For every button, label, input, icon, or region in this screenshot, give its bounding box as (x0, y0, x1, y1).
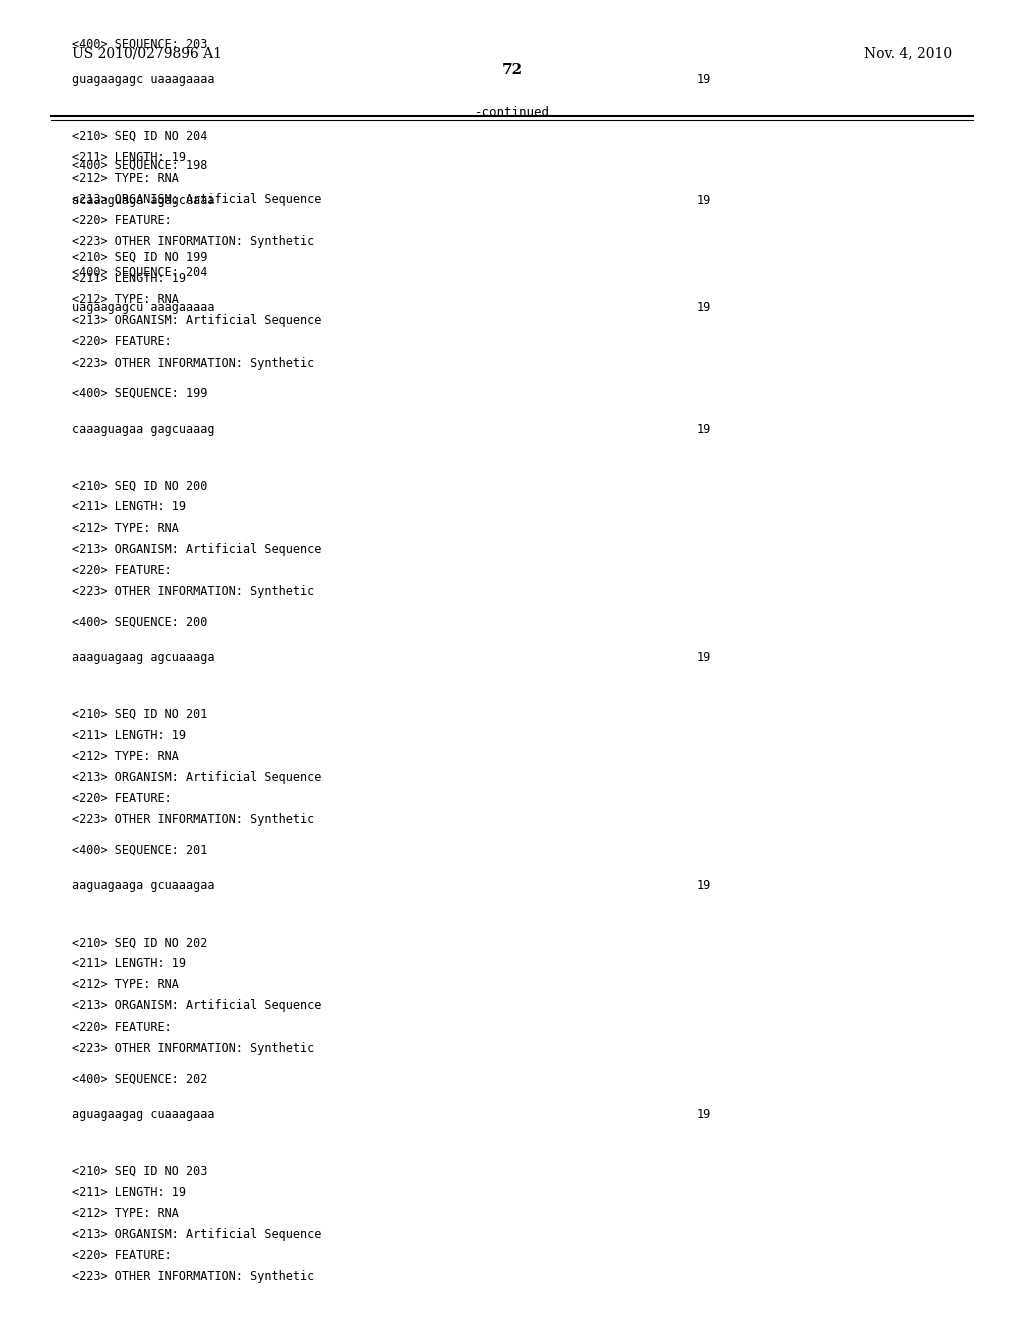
Text: acaaaguaga agagcuaaa: acaaaguaga agagcuaaa (72, 194, 214, 207)
Text: <400> SEQUENCE: 198: <400> SEQUENCE: 198 (72, 158, 207, 172)
Text: <400> SEQUENCE: 201: <400> SEQUENCE: 201 (72, 843, 207, 857)
Text: guagaagagc uaaagaaaa: guagaagagc uaaagaaaa (72, 73, 214, 86)
Text: <211> LENGTH: 19: <211> LENGTH: 19 (72, 272, 185, 285)
Text: aaguagaaga gcuaaagaa: aaguagaaga gcuaaagaa (72, 879, 214, 892)
Text: <400> SEQUENCE: 202: <400> SEQUENCE: 202 (72, 1072, 207, 1085)
Text: aaaguagaag agcuaaaga: aaaguagaag agcuaaaga (72, 651, 214, 664)
Text: uagaagagcu aaagaaaaa: uagaagagcu aaagaaaaa (72, 301, 214, 314)
Text: <223> OTHER INFORMATION: Synthetic: <223> OTHER INFORMATION: Synthetic (72, 1041, 314, 1055)
Text: <400> SEQUENCE: 199: <400> SEQUENCE: 199 (72, 387, 207, 400)
Text: Nov. 4, 2010: Nov. 4, 2010 (864, 46, 952, 61)
Text: <212> TYPE: RNA: <212> TYPE: RNA (72, 293, 178, 306)
Text: 19: 19 (696, 651, 711, 664)
Text: <223> OTHER INFORMATION: Synthetic: <223> OTHER INFORMATION: Synthetic (72, 235, 314, 248)
Text: <211> LENGTH: 19: <211> LENGTH: 19 (72, 150, 185, 164)
Text: <212> TYPE: RNA: <212> TYPE: RNA (72, 521, 178, 535)
Text: <213> ORGANISM: Artificial Sequence: <213> ORGANISM: Artificial Sequence (72, 314, 322, 327)
Text: <213> ORGANISM: Artificial Sequence: <213> ORGANISM: Artificial Sequence (72, 193, 322, 206)
Text: <220> FEATURE:: <220> FEATURE: (72, 564, 171, 577)
Text: <211> LENGTH: 19: <211> LENGTH: 19 (72, 1185, 185, 1199)
Text: 19: 19 (696, 422, 711, 436)
Text: <211> LENGTH: 19: <211> LENGTH: 19 (72, 957, 185, 970)
Text: <212> TYPE: RNA: <212> TYPE: RNA (72, 750, 178, 763)
Text: 19: 19 (696, 1107, 711, 1121)
Text: <211> LENGTH: 19: <211> LENGTH: 19 (72, 729, 185, 742)
Text: <210> SEQ ID NO 201: <210> SEQ ID NO 201 (72, 708, 207, 721)
Text: <223> OTHER INFORMATION: Synthetic: <223> OTHER INFORMATION: Synthetic (72, 356, 314, 370)
Text: <223> OTHER INFORMATION: Synthetic: <223> OTHER INFORMATION: Synthetic (72, 813, 314, 826)
Text: <213> ORGANISM: Artificial Sequence: <213> ORGANISM: Artificial Sequence (72, 771, 322, 784)
Text: caaaguagaa gagcuaaag: caaaguagaa gagcuaaag (72, 422, 214, 436)
Text: <220> FEATURE:: <220> FEATURE: (72, 335, 171, 348)
Text: <210> SEQ ID NO 200: <210> SEQ ID NO 200 (72, 479, 207, 492)
Text: <213> ORGANISM: Artificial Sequence: <213> ORGANISM: Artificial Sequence (72, 1228, 322, 1241)
Text: <213> ORGANISM: Artificial Sequence: <213> ORGANISM: Artificial Sequence (72, 999, 322, 1012)
Text: <210> SEQ ID NO 203: <210> SEQ ID NO 203 (72, 1164, 207, 1177)
Text: <220> FEATURE:: <220> FEATURE: (72, 792, 171, 805)
Text: <210> SEQ ID NO 204: <210> SEQ ID NO 204 (72, 129, 207, 143)
Text: <212> TYPE: RNA: <212> TYPE: RNA (72, 1206, 178, 1220)
Text: <400> SEQUENCE: 204: <400> SEQUENCE: 204 (72, 265, 207, 279)
Text: aguagaagag cuaaagaaa: aguagaagag cuaaagaaa (72, 1107, 214, 1121)
Text: 19: 19 (696, 301, 711, 314)
Text: 19: 19 (696, 194, 711, 207)
Text: 19: 19 (696, 73, 711, 86)
Text: -continued: -continued (474, 106, 550, 119)
Text: <212> TYPE: RNA: <212> TYPE: RNA (72, 172, 178, 185)
Text: <220> FEATURE:: <220> FEATURE: (72, 1249, 171, 1262)
Text: <210> SEQ ID NO 199: <210> SEQ ID NO 199 (72, 251, 207, 264)
Text: <400> SEQUENCE: 200: <400> SEQUENCE: 200 (72, 615, 207, 628)
Text: <223> OTHER INFORMATION: Synthetic: <223> OTHER INFORMATION: Synthetic (72, 1270, 314, 1283)
Text: <220> FEATURE:: <220> FEATURE: (72, 1020, 171, 1034)
Text: <211> LENGTH: 19: <211> LENGTH: 19 (72, 500, 185, 513)
Text: <212> TYPE: RNA: <212> TYPE: RNA (72, 978, 178, 991)
Text: 19: 19 (696, 879, 711, 892)
Text: <210> SEQ ID NO 202: <210> SEQ ID NO 202 (72, 936, 207, 949)
Text: <213> ORGANISM: Artificial Sequence: <213> ORGANISM: Artificial Sequence (72, 543, 322, 556)
Text: <220> FEATURE:: <220> FEATURE: (72, 214, 171, 227)
Text: US 2010/0279896 A1: US 2010/0279896 A1 (72, 46, 221, 61)
Text: 72: 72 (502, 63, 522, 78)
Text: <400> SEQUENCE: 203: <400> SEQUENCE: 203 (72, 37, 207, 50)
Text: <223> OTHER INFORMATION: Synthetic: <223> OTHER INFORMATION: Synthetic (72, 585, 314, 598)
